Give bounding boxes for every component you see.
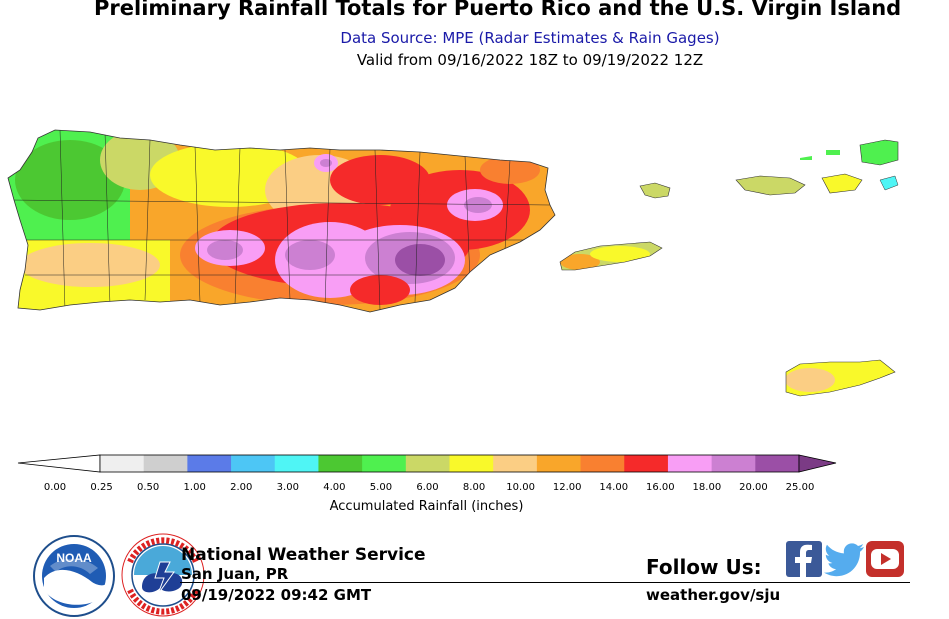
culebra-island	[639, 182, 671, 199]
colorbar-segment	[405, 455, 450, 472]
colorbar-tick-label: 0.50	[136, 482, 160, 493]
colorbar-under-triangle	[17, 454, 101, 473]
colorbar-tick-label: 5.00	[369, 482, 393, 493]
municipal-borders	[9, 130, 551, 311]
colorbar-tick-label: 25.00	[785, 482, 815, 493]
follow-us-label: Follow Us:	[646, 555, 762, 579]
twitter-icon[interactable]	[824, 541, 864, 577]
colorbar-segment	[449, 455, 494, 472]
issue-timestamp: 09/19/2022 09:42 GMT	[181, 586, 372, 604]
colorbar-segment	[536, 455, 582, 472]
map-title: Preliminary Rainfall Totals for Puerto R…	[94, 0, 902, 20]
rainfall-map	[7, 129, 899, 397]
colorbar-tick-label: 1.00	[183, 482, 206, 493]
colorbar-label: Accumulated Rainfall (inches)	[329, 499, 524, 514]
colorbar-segment	[362, 455, 407, 472]
bvi-islands	[859, 139, 899, 166]
valid-period: Valid from 09/16/2022 18Z to 09/19/2022 …	[356, 51, 704, 69]
colorbar-segment	[231, 455, 276, 472]
colorbar-segment	[755, 455, 800, 472]
st-john-island	[821, 173, 863, 194]
colorbar-tick-label: 0.00	[43, 482, 67, 493]
puerto-rico-island	[8, 130, 555, 312]
colorbar-tick-label: 12.00	[552, 482, 582, 493]
youtube-icon[interactable]	[866, 541, 904, 577]
colorbar-segment	[143, 455, 188, 472]
colorbar-segment	[580, 455, 625, 472]
colorbar-tick-label: 14.00	[599, 482, 629, 493]
colorbar-tick-label: 4.00	[323, 482, 346, 493]
colorbar-tick-label: 8.00	[462, 482, 486, 493]
noaa-logo: NOAA	[33, 535, 115, 617]
colorbar-segment	[624, 455, 669, 472]
colorbar-tick-label: 6.00	[416, 482, 439, 493]
colorbar-over-triangle	[798, 454, 837, 473]
st-croix-island	[786, 360, 895, 396]
nws-logo	[121, 533, 205, 617]
colorbar-segment	[318, 455, 363, 472]
noaa-logo-text: NOAA	[56, 551, 92, 565]
colorbar-segment	[187, 455, 232, 472]
colorbar-segment	[711, 455, 756, 472]
colorbar-segment	[493, 455, 538, 472]
facebook-icon[interactable]	[786, 541, 822, 577]
colorbar-segment	[100, 455, 145, 472]
agency-name: National Weather Service	[181, 545, 426, 565]
colorbar-segment	[274, 455, 319, 472]
data-source-subtitle: Data Source: MPE (Radar Estimates & Rain…	[340, 29, 720, 47]
colorbar-tick-label: 20.00	[739, 482, 768, 493]
rainfall-colorbar	[17, 454, 837, 473]
footer-divider	[180, 582, 910, 583]
colorbar-tick-label: 18.00	[692, 482, 722, 493]
colorbar-tick-label: 3.00	[276, 482, 299, 493]
colorbar-tick-label: 16.00	[645, 482, 675, 493]
colorbar-segment	[667, 455, 713, 472]
colorbar-tick-label: 2.00	[230, 482, 253, 493]
colorbar-tick-label: 10.00	[506, 482, 535, 493]
office-location: San Juan, PR	[181, 565, 289, 583]
website-link[interactable]: weather.gov/sju	[646, 586, 781, 604]
colorbar-tick-label: 0.25	[90, 482, 113, 493]
st-thomas-island	[735, 175, 806, 196]
